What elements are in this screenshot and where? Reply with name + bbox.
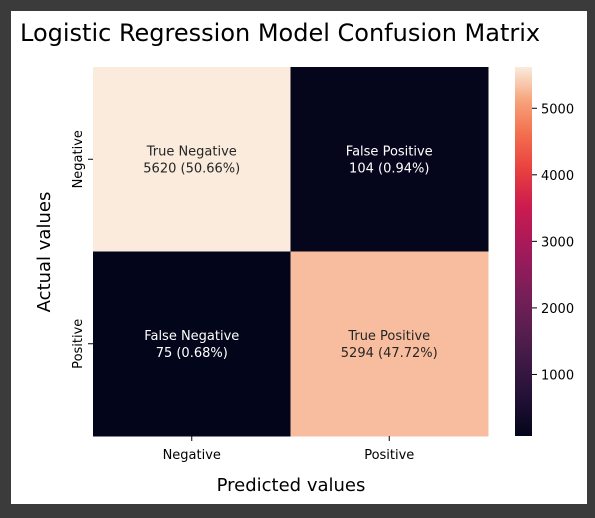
cell-value: 75 (0.68%) <box>156 346 228 361</box>
colorbar-tick-label: 5000 <box>541 102 574 117</box>
cell-value: 5620 (50.66%) <box>143 161 240 176</box>
cell-value: 104 (0.94%) <box>349 161 429 176</box>
y-axis-title: Actual values <box>34 192 55 313</box>
cell-label: True Negative <box>146 144 237 159</box>
heatmap-cell <box>93 251 291 437</box>
cell-label: True Positive <box>347 329 430 344</box>
cell-label: False Negative <box>144 329 239 344</box>
colorbar-tick-label: 3000 <box>541 235 574 250</box>
y-tick-label: Negative <box>71 130 86 188</box>
chart-title: Logistic Regression Model Confusion Matr… <box>20 19 540 47</box>
colorbar-tick-label: 2000 <box>541 302 574 317</box>
heatmap-cell <box>290 251 489 437</box>
heatmap-annotations: True Negative 5620 (50.66%) False Positive… <box>143 144 437 361</box>
x-tick-label: Positive <box>364 448 414 463</box>
colorbar-tick-label: 4000 <box>541 169 574 184</box>
heatmap-cell <box>93 67 291 252</box>
x-tick-label: Negative <box>163 448 221 463</box>
confusion-matrix-chart: Logistic Regression Model Confusion Matr… <box>20 19 574 496</box>
cell-label: False Positive <box>346 144 433 159</box>
colorbar-axis: 1000 2000 3000 4000 5000 <box>532 102 574 383</box>
figure: Logistic Regression Model Confusion Matr… <box>11 11 587 504</box>
colorbar <box>515 67 532 436</box>
x-axis: Negative Positive <box>163 436 414 463</box>
y-axis: Negative Positive <box>71 130 93 369</box>
x-axis-title: Predicted values <box>217 475 366 496</box>
colorbar-tick-label: 1000 <box>541 368 574 383</box>
y-tick-label: Positive <box>71 319 86 369</box>
heatmap-cells <box>93 67 489 437</box>
cell-value: 5294 (47.72%) <box>341 346 438 361</box>
heatmap-cell <box>290 67 489 252</box>
